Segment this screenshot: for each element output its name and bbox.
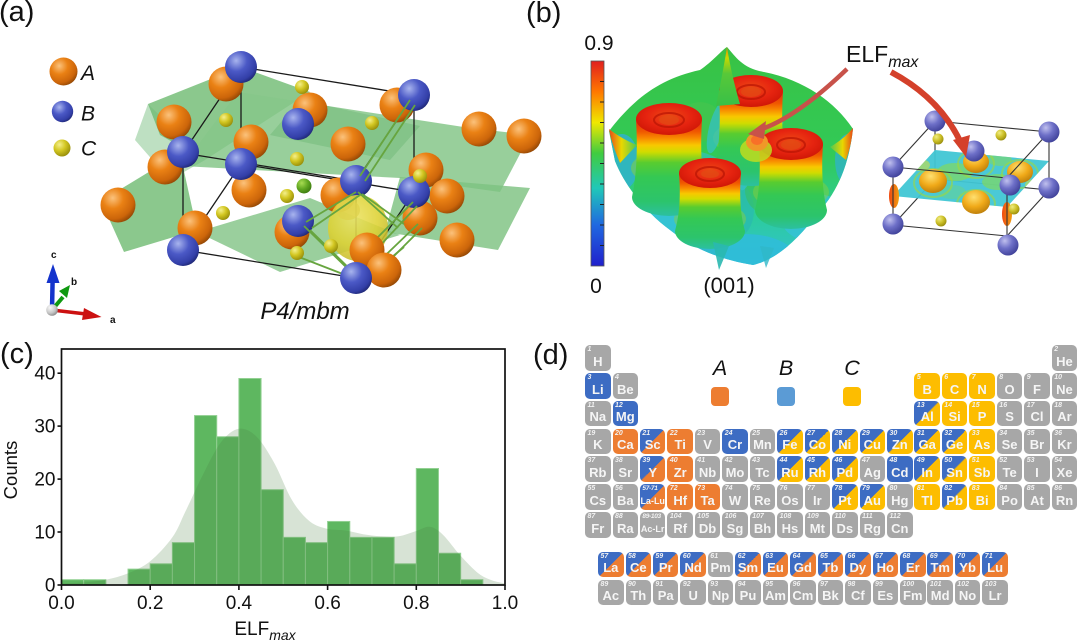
- svg-text:40: 40: [34, 364, 55, 385]
- svg-text:0.9: 0.9: [584, 32, 613, 55]
- svg-text:C: C: [81, 138, 97, 161]
- svg-text:a: a: [110, 315, 116, 326]
- svg-text:10: 10: [34, 523, 55, 544]
- svg-text:0.8: 0.8: [403, 593, 429, 614]
- svg-text:Counts: Counts: [0, 441, 21, 500]
- svg-text:ELFmax: ELFmax: [846, 41, 919, 71]
- svg-text:20: 20: [34, 470, 55, 491]
- svg-text:A: A: [79, 62, 95, 85]
- svg-text:0: 0: [590, 275, 602, 298]
- svg-text:0: 0: [45, 576, 56, 597]
- svg-text:0.6: 0.6: [314, 593, 340, 614]
- svg-text:0.2: 0.2: [137, 593, 163, 614]
- svg-text:b: b: [71, 277, 77, 288]
- svg-text:(001): (001): [703, 273, 754, 298]
- svg-text:P4/mbm: P4/mbm: [260, 298, 349, 325]
- svg-text:B: B: [81, 103, 95, 126]
- svg-text:ELFmax: ELFmax: [234, 619, 296, 642]
- svg-text:0.0: 0.0: [48, 593, 74, 614]
- svg-text:30: 30: [34, 417, 55, 438]
- svg-text:0.4: 0.4: [226, 593, 253, 614]
- svg-text:1.0: 1.0: [492, 593, 518, 614]
- svg-text:c: c: [51, 250, 57, 261]
